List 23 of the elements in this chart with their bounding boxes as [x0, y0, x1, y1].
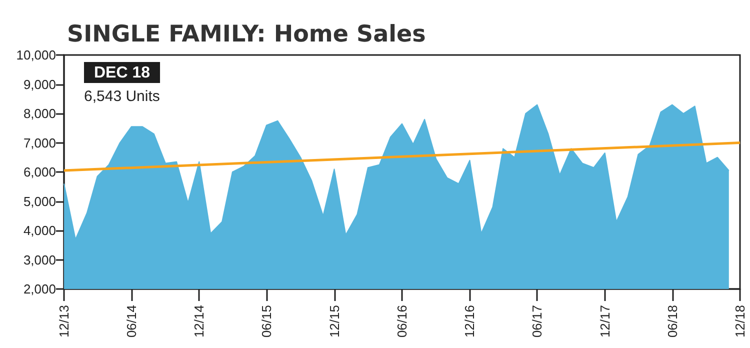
y-tick-label: 7,000 [23, 135, 56, 150]
x-tick-label: 06/16 [394, 305, 410, 338]
x-tick-label: 12/18 [732, 305, 748, 338]
y-tick-label: 4,000 [23, 223, 56, 238]
y-tick-label: 2,000 [23, 282, 56, 296]
annotation: DEC 18 [94, 64, 150, 82]
x-tick-label: 12/16 [462, 305, 478, 338]
x-tick-label: 06/17 [530, 305, 545, 338]
x-tick-label: 06/14 [124, 305, 139, 338]
x-tick-label: 12/13 [56, 305, 72, 338]
annotation: 6,543 Units [84, 88, 160, 105]
y-tick-label: 3,000 [23, 252, 56, 268]
y-tick-label: 5,000 [23, 194, 56, 209]
chart-title: SINGLE FAMILY: Home Sales [67, 22, 426, 48]
y-tick-label: 10,000 [16, 48, 56, 62]
x-tick-label: 12/17 [597, 305, 612, 338]
x-tick-label: 12/14 [192, 305, 207, 338]
y-tick-label: 9,000 [23, 76, 56, 92]
y-tick-label: 8,000 [23, 106, 56, 121]
x-tick-label: 06/18 [664, 305, 680, 338]
x-tick-label: 06/15 [259, 305, 274, 338]
y-tick-label: 6,000 [23, 164, 56, 180]
x-tick-label: 12/15 [326, 305, 342, 338]
